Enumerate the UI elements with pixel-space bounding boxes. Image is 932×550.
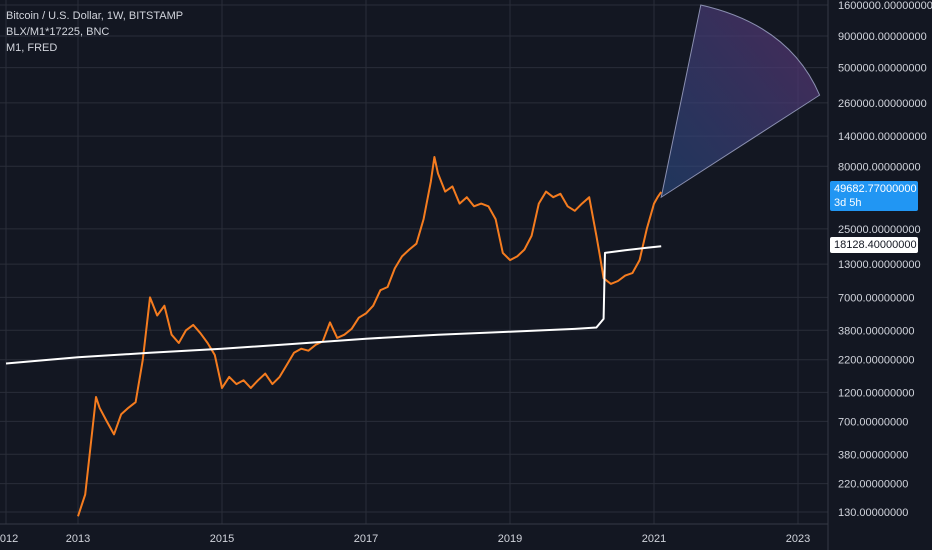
y-tick-label-13: 380.00000000 bbox=[838, 449, 908, 461]
m1-series-line bbox=[5, 245, 662, 365]
m1-value-tag: 18128.40000000 bbox=[830, 237, 918, 253]
y-tick-label-8: 7000.00000000 bbox=[838, 292, 914, 304]
btc-countdown: 3d 5h bbox=[834, 197, 862, 209]
y-tick-label-6: 25000.00000000 bbox=[838, 224, 921, 236]
x-tick-label-0: 2012 bbox=[0, 533, 18, 545]
x-tick-label-3: 2017 bbox=[354, 533, 378, 545]
x-tick-label-1: 2013 bbox=[66, 533, 90, 545]
legend-m1: M1, FRED bbox=[6, 42, 58, 54]
y-tick-label-9: 3800.00000000 bbox=[838, 325, 914, 337]
y-tick-label-5: 80000.00000000 bbox=[838, 161, 921, 173]
y-tick-label-14: 220.00000000 bbox=[838, 479, 908, 491]
x-tick-label-5: 2021 bbox=[642, 533, 666, 545]
y-tick-label-15: 130.00000000 bbox=[838, 507, 908, 519]
x-tick-label-2: 2015 bbox=[210, 533, 234, 545]
chart-legend: Bitcoin / U.S. Dollar, 1W, BITSTAMP BLX/… bbox=[6, 8, 183, 56]
y-tick-label-12: 700.00000000 bbox=[838, 416, 908, 428]
btc-series-line bbox=[77, 156, 663, 517]
y-tick-label-1: 900000.00000000 bbox=[838, 31, 927, 43]
btc-price-value: 49682.77000000 bbox=[834, 183, 917, 195]
x-tick-label-6: 2023 bbox=[786, 533, 810, 545]
y-tick-label-3: 260000.00000000 bbox=[838, 98, 927, 110]
projection-fan bbox=[660, 4, 821, 199]
y-tick-label-2: 500000.00000000 bbox=[838, 63, 927, 75]
legend-btc: Bitcoin / U.S. Dollar, 1W, BITSTAMP bbox=[6, 10, 184, 22]
y-tick-label-11: 1200.00000000 bbox=[838, 387, 914, 399]
x-tick-label-4: 2019 bbox=[498, 533, 522, 545]
y-tick-label-10: 2200.00000000 bbox=[838, 355, 914, 367]
y-tick-label-4: 140000.00000000 bbox=[838, 131, 927, 143]
legend-ratio: BLX/M1*17225, BNC bbox=[6, 26, 110, 38]
btc-price-tag: 49682.77000000 3d 5h bbox=[830, 181, 918, 211]
y-tick-label-7: 13000.00000000 bbox=[838, 259, 921, 271]
y-tick-label-0: 1600000.00000000 bbox=[838, 0, 932, 12]
